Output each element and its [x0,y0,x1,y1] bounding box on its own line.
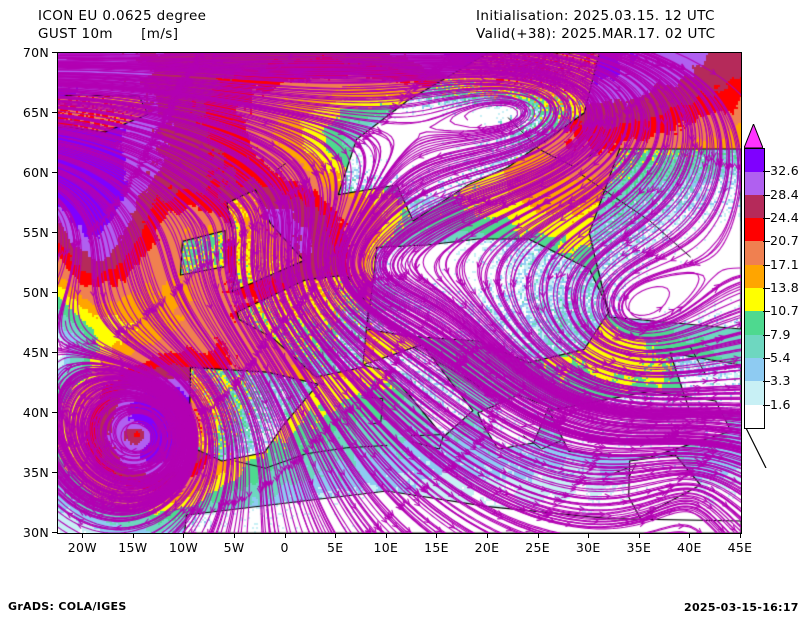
colorbar-band [744,171,765,195]
generation-timestamp: 2025-03-15-16:17 [684,601,799,614]
colorbar-tick [763,334,770,336]
colorbar-label-24-4: 24.4 [770,210,800,225]
y-axis-tick [52,292,57,293]
x-axis-tick [638,533,640,538]
x-axis-tick [335,533,337,538]
colorbar-tick [763,241,770,243]
y-axis-label-45n: 45N [22,345,49,360]
colorbar-label-5-4: 5.4 [770,350,791,365]
x-axis-label-45e: 45E [727,540,753,555]
colorbar-label-7-9: 7.9 [770,326,791,342]
colorbar-band [744,334,765,358]
colorbar-band [744,194,765,218]
x-axis-tick [132,533,134,538]
colorbar-tick [763,171,770,173]
y-axis-tick [52,172,57,173]
colorbar-tick [763,288,770,289]
y-axis-label-55n: 55N [22,225,49,240]
colorbar-tick [763,358,770,359]
x-axis-tick [436,533,438,538]
y-axis-label-40n: 40N [22,405,49,420]
x-axis-tick [234,533,236,538]
x-axis-tick [588,533,590,538]
y-axis-label-50n: 50N [22,285,49,300]
colorbar-label-13-8: 13.8 [770,280,800,295]
x-axis-tick [740,533,741,538]
colorbar-tick [763,404,770,406]
x-axis-label-40e: 40E [677,540,702,555]
x-axis-label-35e: 35E [626,540,652,555]
colorbar-label-20-7: 20.7 [770,233,800,249]
x-axis-label-5e: 5E [327,540,344,555]
x-axis-tick [82,533,84,538]
y-axis-tick [52,412,57,413]
model-title: ICON EU 0.0625 degree [38,8,207,24]
colorbar-tick [763,381,770,383]
colorbar-tick [763,218,770,219]
x-axis-label-0: 0 [280,540,289,555]
variable-title: GUST 10m [m/s] [38,26,179,42]
colorbar-band [744,358,765,382]
y-axis-label-35n: 35N [22,465,49,480]
colorbar-band [744,288,765,312]
y-axis-tick [52,112,57,113]
y-axis-label-60n: 60N [22,165,49,180]
x-axis-label-20w: 20W [67,540,97,555]
colorbar-bottom-tail-icon [745,428,767,468]
colorbar-tick [763,264,770,266]
y-axis-label-65n: 65N [22,105,49,120]
x-axis-tick [689,533,691,538]
x-axis-tick [284,533,286,538]
valid-time-text: Valid(+38): 2025.MAR.17. 02 UTC [476,26,716,42]
x-axis-tick [487,533,489,538]
y-axis-tick [52,472,57,473]
colorbar-band [744,264,765,288]
x-axis-label-10w: 10W [168,540,199,555]
x-axis-label-20e: 20E [474,540,500,555]
colorbar-band [744,218,765,242]
x-axis-label-30e: 30E [575,540,601,555]
y-axis-label-30n: 30N [22,525,49,540]
colorbar-label-1-6: 1.6 [770,396,791,412]
y-axis-label-70n: 70N [22,45,49,60]
colorbar-label-3-3: 3.3 [770,373,791,389]
colorbar-band [744,311,765,335]
colorbar-band [744,381,765,405]
gust-field-heatmap [58,53,741,533]
x-axis-label-15e: 15E [424,540,449,555]
y-axis-tick [52,352,57,353]
x-axis-tick [537,533,539,538]
colorbar-label-28-4: 28.4 [770,186,800,202]
software-credit: GrADS: COLA/IGES [8,600,127,613]
y-axis-tick [52,532,57,533]
y-axis-tick [52,232,57,233]
x-axis-label-25e: 25E [525,540,550,555]
colorbar-label-10-7: 10.7 [770,303,800,319]
colorbar-band [744,148,765,173]
x-axis-label-5w: 5W [223,540,245,555]
colorbar-tick [763,311,770,313]
colorbar-tick [763,194,770,196]
map-plot-area[interactable] [57,52,742,534]
colorbar-top-arrow-icon [744,124,763,148]
x-axis-tick [183,533,185,538]
colorbar-band [744,241,765,265]
initialisation-text: Initialisation: 2025.03.15. 12 UTC [476,8,715,24]
x-axis-tick [385,533,387,538]
x-axis-label-10e: 10E [373,540,399,555]
colorbar-label-32-6: 32.6 [770,163,800,179]
colorbar-band [744,404,765,429]
colorbar-label-17-1: 17.1 [770,256,800,272]
y-axis-tick [52,52,57,53]
colorbar: 1.6 3.3 5.4 7.9 10.7 13.8 17.1 20.7 24.4 28.4 32.6 [744,124,799,468]
x-axis-label-15w: 15W [118,540,148,555]
